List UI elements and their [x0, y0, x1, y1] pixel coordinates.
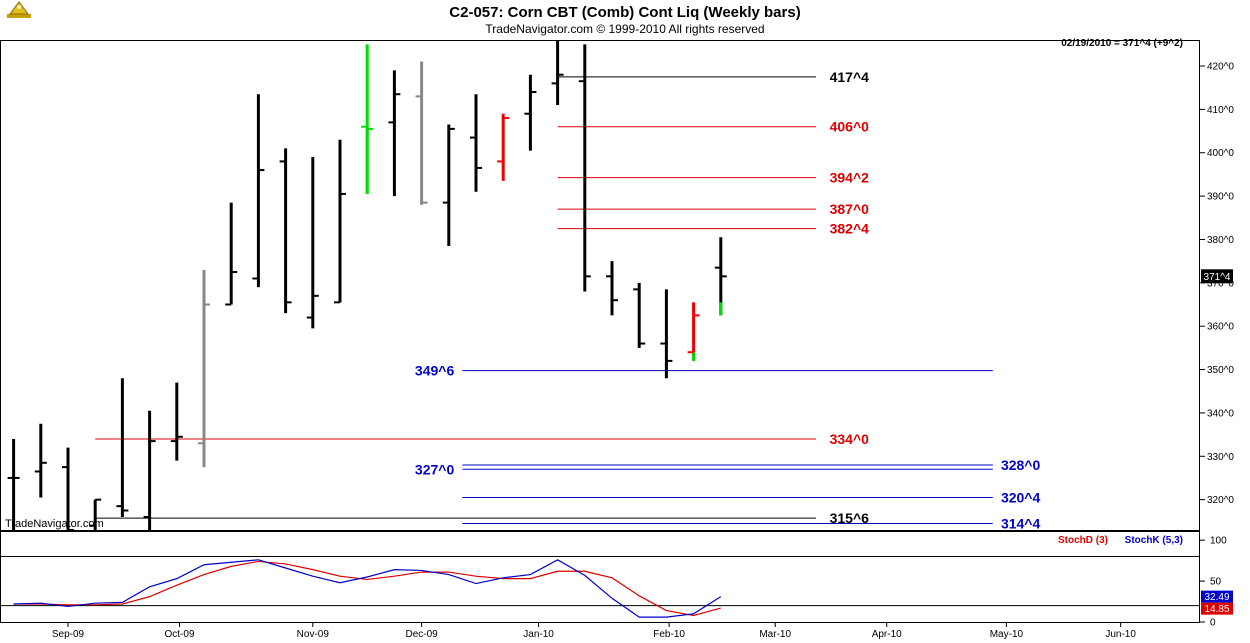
watermark: TradeNavigator.com — [5, 518, 104, 530]
price-tick-label: 330^0 — [1207, 452, 1234, 463]
last-price-label: 371^4 — [1204, 272, 1231, 283]
stoch-tick-label: 0 — [1210, 618, 1216, 629]
ohlc-bar — [34, 423, 47, 498]
time-tick-label: Sep-09 — [52, 629, 85, 640]
level-label: 328^0 — [1001, 457, 1041, 473]
ohlc-bar — [116, 378, 129, 517]
ohlc-bar — [89, 498, 102, 530]
ohlc-bar — [388, 70, 401, 197]
chart-title: C2-057: Corn CBT (Comb) Cont Liq (Weekly… — [449, 4, 800, 21]
ohlc-bar — [170, 382, 183, 461]
level-label: 406^0 — [830, 119, 870, 135]
ohlc-bars — [7, 40, 727, 531]
ohlc-bar — [687, 302, 700, 361]
ohlc-bar — [334, 139, 346, 304]
ohlc-bar — [660, 289, 673, 379]
ohlc-bar — [606, 261, 618, 316]
last-bar-readout: 02/19/2010 = 371^4 (+9^2) — [1061, 38, 1183, 49]
ohlc-bar — [442, 124, 455, 246]
price-tick-label: 340^0 — [1207, 408, 1234, 419]
time-tick-label: Jun-10 — [1105, 629, 1136, 640]
time-tick-label: Oct-09 — [165, 629, 195, 640]
price-panel — [0, 40, 1200, 531]
ohlc-bar — [361, 44, 374, 194]
last-price-marker: 371^4 — [1201, 269, 1233, 284]
level-label: 417^4 — [830, 69, 870, 85]
price-axis: 320^0 330^0 340^0 350^0 360^0 370^0 380^0 390^0… — [1200, 62, 1234, 506]
time-tick-label: Mar-10 — [759, 629, 791, 640]
price-tick-label: 350^0 — [1207, 365, 1234, 376]
level-label: 334^0 — [830, 431, 870, 447]
ohlc-bar — [415, 61, 428, 205]
price-tick-label: 390^0 — [1207, 192, 1234, 203]
stochastic-panel — [0, 531, 1200, 623]
ohlc-bar — [470, 94, 482, 192]
trade-navigator-logo-icon — [7, 1, 31, 18]
price-tick-label: 400^0 — [1207, 148, 1234, 159]
ohlc-bar — [225, 202, 238, 306]
legend-stoch-d: StochD (3) — [1058, 535, 1108, 546]
ohlc-bar — [633, 282, 646, 348]
ohlc-bar — [252, 94, 265, 288]
time-tick-label: Feb-10 — [653, 629, 685, 640]
level-label: 320^4 — [1001, 489, 1041, 505]
stochastic-d-series — [13, 560, 721, 617]
ohlc-bar — [279, 148, 292, 314]
time-axis: Sep-09 Oct-09 Nov-09 Dec-09 Jan-10 Feb-10 Mar-… — [52, 622, 1136, 640]
price-tick-label: 410^0 — [1207, 105, 1234, 116]
level-label: 327^0 — [415, 461, 455, 477]
stoch-tick-label: 50 — [1210, 577, 1222, 588]
ohlc-bar — [714, 237, 727, 316]
price-tick-label: 360^0 — [1207, 322, 1234, 333]
ohlc-bar — [551, 40, 564, 106]
price-tick-label: 420^0 — [1207, 62, 1234, 73]
legend-stoch-k: StochK (5,3) — [1125, 535, 1183, 546]
price-tick-label: 370^0 — [1207, 278, 1234, 289]
ohlc-bar — [578, 44, 591, 292]
time-tick-label: Nov-09 — [297, 629, 330, 640]
level-label: 314^4 — [1001, 515, 1041, 531]
ohlc-bar — [62, 447, 74, 531]
stochastic-value-markers: 32.49 14.85 — [1201, 590, 1233, 615]
level-label: 315^6 — [830, 510, 870, 526]
stochastic-axis: 100 50 0 — [1200, 536, 1227, 629]
ohlc-bar — [7, 438, 20, 530]
time-tick-label: May-10 — [990, 629, 1024, 640]
stochastic-k-series — [13, 559, 722, 618]
ohlc-bar — [306, 157, 319, 329]
level-label: 387^0 — [830, 201, 870, 217]
ohlc-bar — [524, 74, 537, 151]
time-tick-label: Dec-09 — [405, 629, 438, 640]
time-tick-label: Jan-10 — [523, 629, 554, 640]
ohlc-bar — [198, 269, 210, 468]
stoch-k-value-label: 32.49 — [1204, 592, 1229, 603]
stoch-d-value-label: 14.85 — [1204, 604, 1229, 615]
level-label: 349^6 — [415, 363, 455, 379]
ohlc-bar — [143, 410, 156, 530]
price-tick-label: 380^0 — [1207, 235, 1234, 246]
time-tick-label: Apr-10 — [872, 629, 902, 640]
level-label: 382^4 — [830, 221, 870, 237]
level-label: 394^2 — [830, 170, 870, 186]
price-levels: 417^4 406^0 394^2 387^0 382^4 349^6 334^0 328^0… — [95, 69, 1041, 531]
ohlc-bar — [497, 113, 510, 181]
stochastic-reference-lines — [1, 556, 1199, 607]
price-tick-label: 320^0 — [1207, 495, 1234, 506]
stoch-tick-label: 100 — [1210, 536, 1227, 547]
chart-subtitle: TradeNavigator.com © 1999-2010 All right… — [485, 22, 764, 36]
